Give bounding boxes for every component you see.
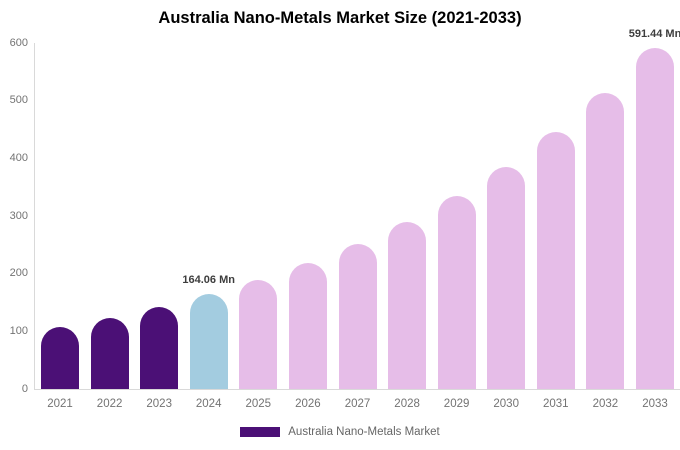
legend-swatch [240,427,281,437]
bar-2028 [388,221,427,389]
x-axis-label-2027: 2027 [344,398,371,410]
x-axis-label-2026: 2026 [295,398,321,410]
y-axis-line [34,43,35,389]
x-axis-label-2024: 2024 [195,398,222,410]
x-axis-label-2025: 2025 [245,398,272,410]
bar-2023 [140,306,179,389]
bar-2027 [338,243,377,389]
bar-2025 [239,279,278,389]
x-axis-label-2028: 2028 [394,398,420,410]
bar-2021 [41,327,79,389]
x-axis-label-2032: 2032 [592,398,619,410]
bar-2033 [636,47,674,389]
legend-label: Australia Nano-Metals Market [288,426,440,438]
x-axis-label-2030: 2030 [493,398,519,410]
x-axis-line [34,389,680,390]
bar-2031 [536,132,575,389]
y-axis-tick-label: 200 [9,267,28,280]
legend: Australia Nano-Metals Market [0,423,680,441]
x-axis-label-2023: 2023 [146,398,172,410]
bar-annotation-2024: 164.06 Mn [182,274,235,287]
bar-2032 [586,93,625,389]
bar-2030 [487,166,526,389]
bar-annotation-2033: 591.44 Mn [628,27,680,40]
y-axis-tick-label: 300 [9,209,28,222]
bar-2026 [288,263,327,389]
bar-2029 [437,196,476,389]
bar-2022 [90,317,129,389]
y-axis-tick-label: 600 [9,36,28,49]
x-axis-label-2031: 2031 [543,398,569,410]
x-axis-label-2021: 2021 [47,398,73,410]
y-axis-tick-label: 500 [9,94,28,107]
y-axis-tick-label: 400 [9,151,28,164]
y-axis-tick-label: 0 [21,382,28,395]
x-axis-label-2033: 2033 [642,398,668,410]
chart-title: Australia Nano-Metals Market Size (2021-… [158,9,522,27]
x-axis-label-2029: 2029 [443,398,470,410]
y-axis-tick-label: 100 [9,324,28,337]
bar-2024 [189,294,228,389]
x-axis-label-2022: 2022 [96,398,123,410]
